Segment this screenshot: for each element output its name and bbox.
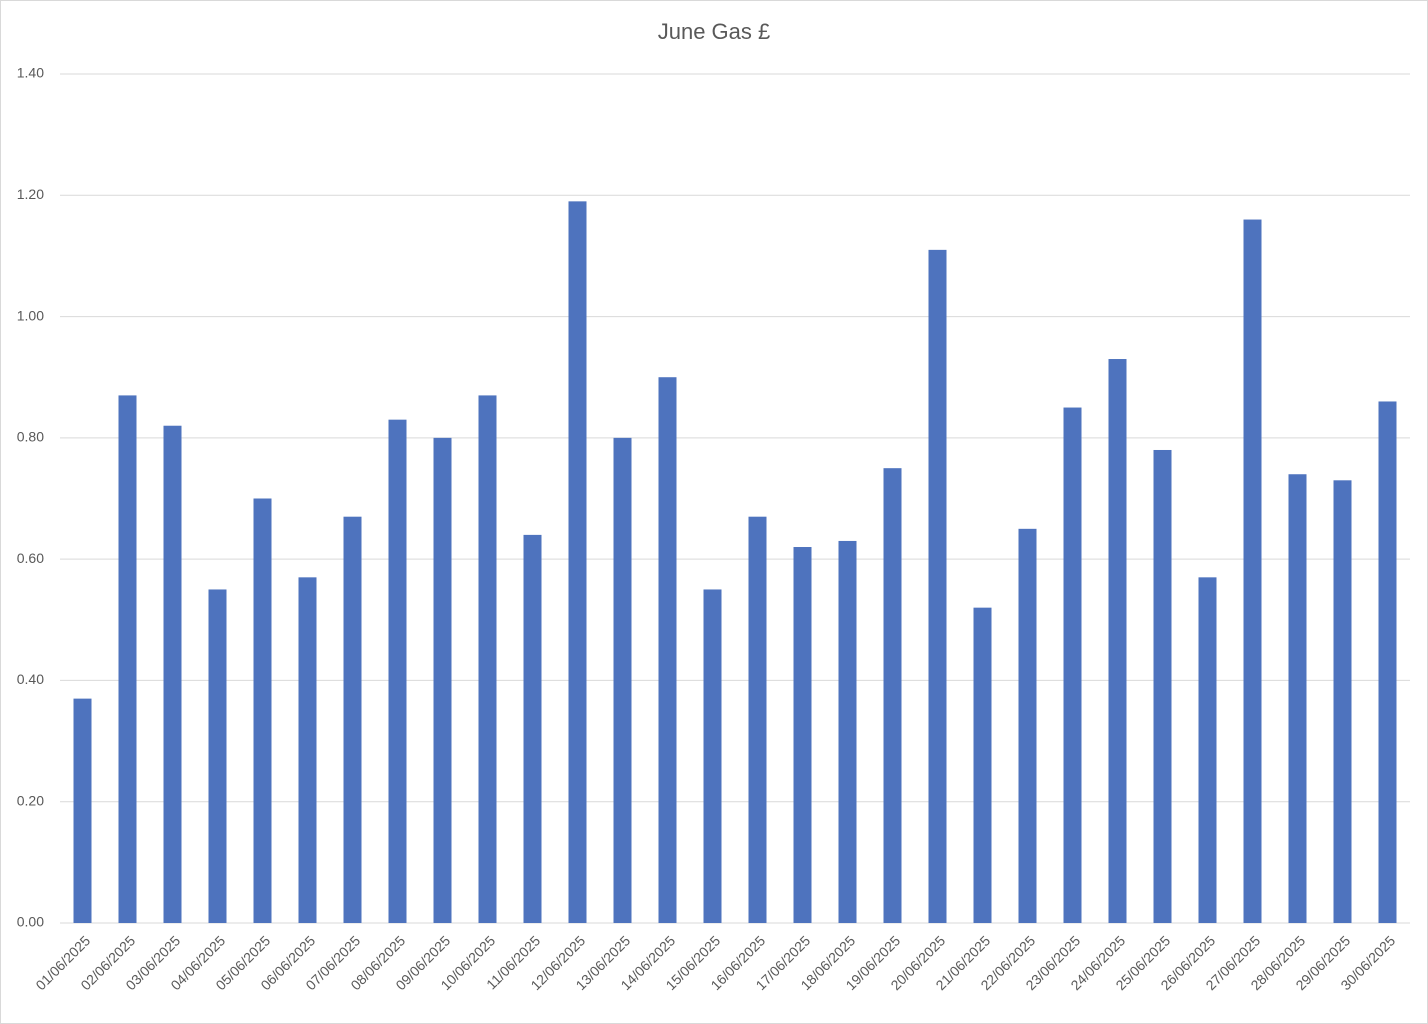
bar (73, 698, 92, 923)
y-tick-label: 0.40 (17, 671, 44, 687)
bar (973, 607, 992, 923)
bar (613, 437, 632, 923)
bar (343, 516, 362, 923)
bar (928, 249, 947, 924)
y-tick-label: 0.20 (17, 792, 44, 808)
bar (523, 534, 542, 923)
bar (1018, 528, 1037, 923)
bar (793, 547, 812, 923)
bar (1288, 474, 1307, 923)
bar (1333, 480, 1352, 923)
bar (298, 577, 317, 923)
bar (433, 437, 452, 923)
bar (388, 419, 407, 923)
y-tick-label: 0.80 (17, 429, 44, 445)
bar (748, 516, 767, 923)
bar (838, 540, 857, 923)
bar (1063, 407, 1082, 923)
bar (1243, 219, 1262, 924)
y-tick-label: 1.00 (17, 307, 44, 323)
y-tick-label: 1.20 (17, 186, 44, 202)
bar (568, 201, 587, 924)
y-tick-label: 0.60 (17, 550, 44, 566)
bar (118, 395, 137, 924)
y-tick-label: 0.00 (17, 914, 44, 930)
bar (1153, 449, 1172, 923)
bar (703, 589, 722, 923)
bar (883, 468, 902, 923)
bar (208, 589, 227, 923)
bar (1108, 359, 1127, 923)
bar (253, 498, 272, 923)
bar (1378, 401, 1397, 923)
chart-title: June Gas £ (658, 19, 771, 44)
y-tick-label: 1.40 (17, 65, 44, 81)
bar (478, 395, 497, 924)
bar (163, 425, 182, 923)
bar (1198, 577, 1217, 923)
bar (658, 377, 677, 923)
